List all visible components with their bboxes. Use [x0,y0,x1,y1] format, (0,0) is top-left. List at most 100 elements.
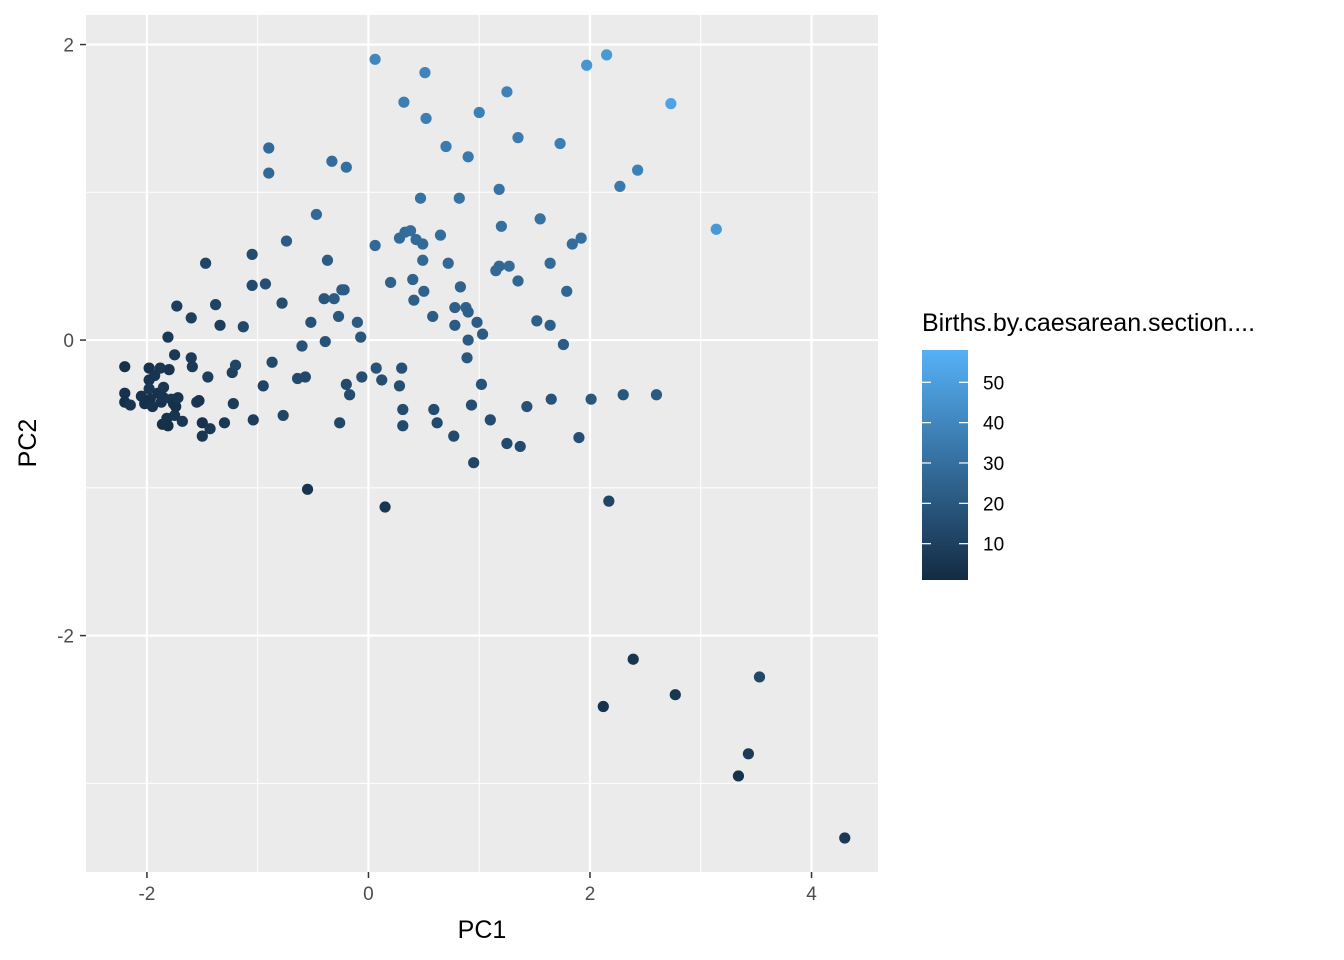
data-point [196,417,208,429]
data-point [263,167,275,179]
data-point [169,349,181,361]
data-point [170,400,182,413]
data-point [154,362,166,374]
data-point [475,378,488,390]
y-axis: -2 0 2 [57,36,86,648]
data-point [534,213,546,225]
legend-label: 30 [983,454,1004,475]
data-point [512,132,524,144]
data-point [237,321,249,333]
data-point [461,352,473,364]
data-point [408,294,420,306]
data-point [379,501,391,513]
data-point [495,220,507,232]
data-point [462,151,474,163]
data-point [351,316,363,328]
data-point [468,457,480,469]
data-point [417,254,429,266]
y-tick-label: -2 [57,627,74,648]
data-point [340,161,352,173]
data-point [585,393,597,405]
data-point [742,748,755,760]
data-point [431,417,443,429]
data-point [318,293,330,305]
data-point [321,254,334,266]
x-tick-label: 4 [806,884,817,905]
data-point [753,671,766,683]
data-point [124,399,136,411]
data-point [471,316,483,328]
data-point [210,299,222,311]
data-point [319,335,331,348]
data-point [454,281,466,293]
data-point [204,423,216,435]
data-point [332,310,345,323]
data-point [296,340,308,352]
data-point [247,414,259,426]
data-point [544,257,556,269]
data-point [369,53,381,65]
y-axis-title: PC2 [14,419,42,468]
data-point [171,300,183,312]
data-point [369,239,381,252]
x-tick-label: 0 [363,884,374,905]
data-point [263,142,275,154]
legend-ticks: 10 20 30 40 50 [922,373,1004,556]
data-point [169,409,181,422]
data-point [214,319,226,331]
data-point [476,328,489,340]
data-point [393,380,406,392]
data-point [404,225,417,237]
data-point [163,364,175,376]
data-point [493,260,505,272]
data-point [202,371,214,383]
data-point [521,400,533,413]
data-point [119,361,131,373]
data-point [146,400,159,413]
data-point [376,374,388,386]
x-axis: -2 0 2 4 [138,872,817,905]
data-point [334,417,346,429]
data-point [229,359,242,371]
data-point [385,276,397,289]
data-point [449,301,461,314]
data-point [338,284,350,296]
data-point [396,362,408,374]
data-point [575,232,587,244]
data-point [172,392,184,404]
data-point [418,285,430,297]
data-point [326,155,338,167]
data-point [276,297,288,309]
data-point [501,86,513,98]
data-point [434,229,447,241]
data-point [465,399,478,411]
data-point [162,420,174,432]
data-point [193,395,205,407]
data-point [305,316,317,328]
data-point [397,403,409,416]
y-tick-label: 2 [63,36,74,57]
data-point [473,106,485,119]
data-points [119,49,851,844]
data-point [561,285,573,297]
data-point [462,334,474,346]
x-tick-label: 2 [585,884,596,905]
legend-label: 10 [983,535,1004,556]
data-point [299,371,311,383]
data-point [732,770,745,782]
data-point [544,319,556,331]
data-point [398,96,410,108]
data-point [573,431,585,444]
data-point [427,310,439,323]
data-point [597,700,609,713]
data-point [227,398,239,410]
data-point [566,238,578,250]
data-point [428,403,440,416]
data-point [442,257,454,269]
colorbar [922,350,968,580]
data-point [162,331,174,343]
data-point [280,235,293,247]
data-point [355,331,367,343]
legend-title: Births.by.caesarean.section.... [922,309,1255,337]
data-point [185,352,197,364]
